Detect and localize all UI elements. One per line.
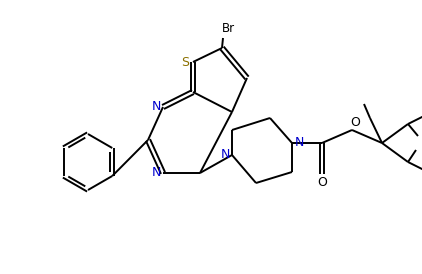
Text: O: O (350, 116, 360, 129)
Text: N: N (220, 149, 230, 161)
Text: N: N (151, 167, 161, 179)
Text: O: O (317, 176, 327, 190)
Text: N: N (151, 101, 161, 113)
Text: Br: Br (222, 21, 235, 35)
Text: N: N (294, 136, 304, 150)
Text: S: S (181, 56, 189, 68)
